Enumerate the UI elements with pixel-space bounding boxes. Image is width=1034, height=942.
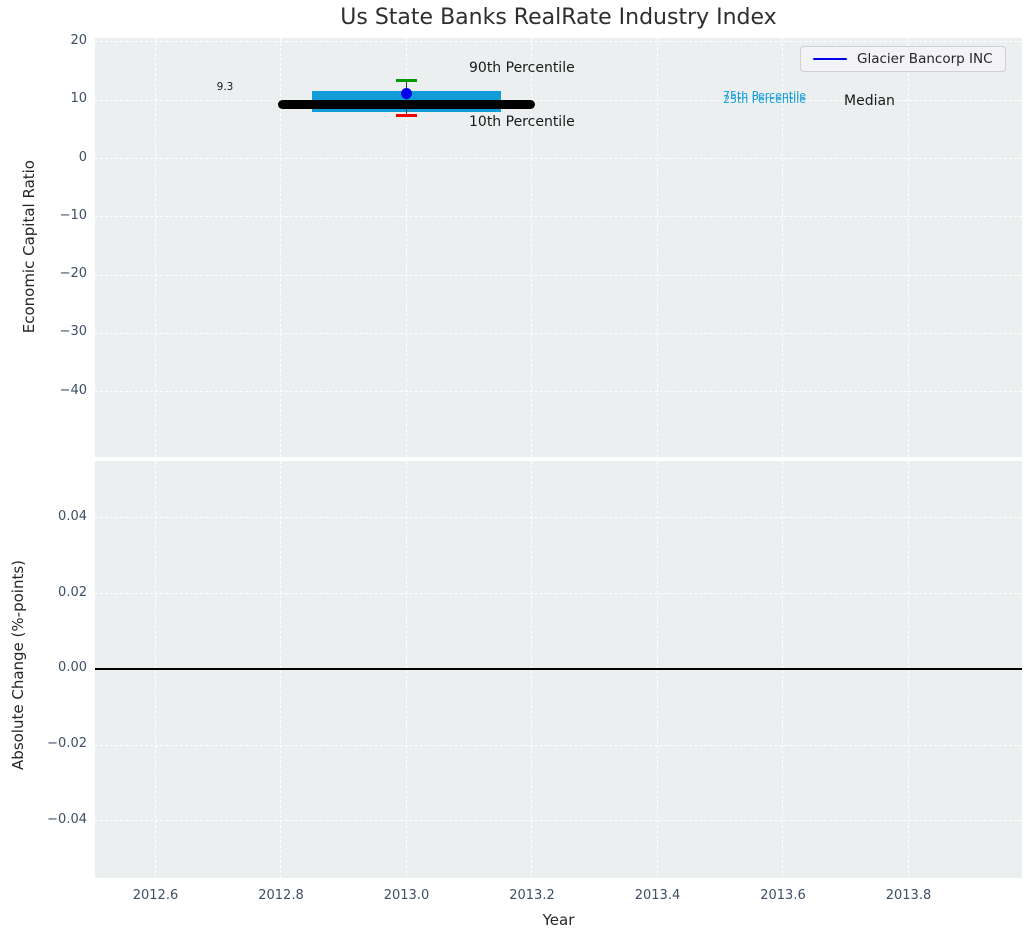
gridline-horizontal: [95, 216, 1022, 218]
p10-whisker-cap: [395, 113, 418, 118]
median-bar: [277, 99, 536, 109]
legend: Glacier Bancorp INC: [800, 46, 1006, 72]
y-tick-label: 20: [70, 32, 87, 48]
p90-whisker-cap: [395, 78, 418, 83]
gridline-horizontal: [95, 41, 1022, 43]
gridline-horizontal: [95, 593, 1022, 595]
x-tick-label: 2012.8: [258, 888, 304, 903]
y-tick-label: 0.00: [58, 660, 87, 676]
gridline-horizontal: [95, 820, 1022, 822]
top-plot-area: 9.3 90th Percentile 10th Percentile 75th…: [60, 33, 1022, 457]
p90-annotation: 90th Percentile: [469, 60, 575, 76]
p10-annotation: 10th Percentile: [469, 114, 575, 130]
x-tick-label: 2013.8: [885, 888, 932, 903]
legend-line-sample: [813, 57, 847, 61]
gridline-vertical: [280, 38, 282, 457]
bottom-y-axis-label: Absolute Change (%-points): [9, 560, 27, 770]
gridline-horizontal: [95, 274, 1022, 276]
median-annotation: Median: [844, 93, 895, 109]
gridline-vertical: [782, 38, 784, 457]
x-axis-label: Year: [542, 911, 575, 929]
y-tick-label: −10: [59, 207, 87, 223]
p75-annotation: 75th Percentile: [723, 89, 807, 102]
gridline-vertical: [907, 38, 909, 457]
x-tick-label: 2013.0: [383, 888, 430, 903]
x-tick-label: 2012.6: [132, 888, 179, 903]
gridline-horizontal: [95, 517, 1022, 519]
gridline-vertical: [531, 38, 533, 457]
y-tick-label: −30: [59, 324, 87, 340]
gridline-horizontal: [95, 158, 1022, 159]
company-data-point: [400, 87, 412, 99]
gridline-vertical: [656, 38, 658, 457]
y-tick-label: −20: [59, 266, 87, 282]
median-value-label: 9.3: [216, 81, 234, 93]
chart-title: Us State Banks RealRate Industry Index: [340, 5, 777, 30]
y-tick-label: −40: [59, 382, 87, 398]
legend-label: Glacier Bancorp INC: [857, 51, 993, 67]
x-tick-label: 2013.4: [634, 888, 681, 903]
zero-line: [95, 668, 1022, 671]
gridline-vertical: [154, 38, 156, 457]
top-y-axis-label: Economic Capital Ratio: [20, 160, 38, 334]
x-tick-label: 2013.6: [760, 888, 806, 903]
y-tick-label: 0.04: [58, 508, 87, 524]
y-tick-label: −0.02: [47, 736, 87, 752]
gridline-horizontal: [95, 744, 1022, 746]
p25-annotation: 25th Percentile: [723, 92, 807, 106]
gridline-vertical: [405, 38, 407, 457]
x-tick-label: 2013.2: [509, 888, 555, 903]
gridline-horizontal: [95, 99, 1022, 101]
gridline-horizontal: [95, 391, 1022, 393]
y-tick-label: 0.02: [58, 584, 87, 600]
gridline-horizontal: [95, 332, 1022, 334]
y-tick-label: 10: [70, 91, 87, 107]
y-tick-label: 0: [78, 149, 87, 165]
y-tick-label: −0.04: [47, 811, 87, 827]
bottom-plot-area: 2012.6 2012.8 2013.0 2013.2 2013.4 2013.6 2013…: [47, 461, 1022, 903]
